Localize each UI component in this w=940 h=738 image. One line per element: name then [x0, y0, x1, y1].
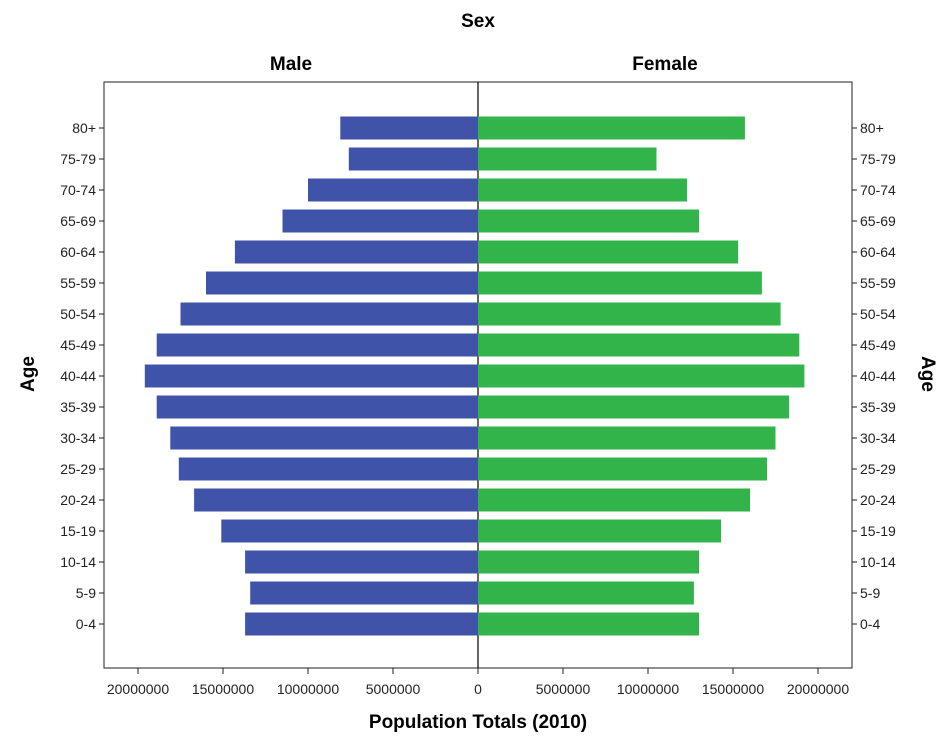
bar-female-60-64 — [478, 240, 739, 264]
y-axis-title-right: Age — [917, 356, 938, 392]
y-tick-group: 0-4 0-4 5-9 5-9 10-14 10-14 15-19 15-19 20-24 20-… — [60, 120, 896, 632]
bar-male-60-64 — [234, 240, 478, 264]
x-tick-label: 5000000 — [536, 681, 591, 697]
bar-female-40-44 — [478, 364, 805, 388]
bar-male-20-24 — [194, 488, 478, 512]
y-axis-title-left: Age — [18, 356, 39, 392]
bar-male-40-44 — [144, 364, 479, 388]
y-tick-label-right: 35-39 — [860, 399, 896, 415]
bar-male-80+ — [340, 116, 478, 140]
x-tick-group: 20000000 15000000 10000000 5000000 0 5000000 1… — [107, 668, 850, 697]
y-tick-label-left: 35-39 — [60, 399, 96, 415]
y-tick-label-right: 0-4 — [860, 616, 880, 632]
panel-label-female: Female — [632, 54, 697, 75]
y-tick-label-left: 25-29 — [60, 461, 96, 477]
bar-female-80+ — [478, 116, 745, 140]
bar-female-0-4 — [478, 612, 699, 636]
y-tick-label-right: 50-54 — [860, 306, 896, 322]
bar-male-30-34 — [170, 426, 479, 450]
y-tick-label-left: 15-19 — [60, 523, 96, 539]
bar-male-25-29 — [178, 457, 479, 481]
y-tick-label-right: 60-64 — [860, 244, 896, 260]
x-tick-label: 20000000 — [107, 681, 170, 697]
y-tick-label-left: 45-49 — [60, 337, 96, 353]
bar-male-65-69 — [282, 209, 478, 233]
bar-male-10-14 — [245, 550, 478, 574]
y-tick-label-left: 80+ — [72, 120, 96, 136]
y-tick-label-right: 55-59 — [860, 275, 896, 291]
bar-female-35-39 — [478, 395, 790, 419]
y-tick-label-right: 5-9 — [860, 585, 880, 601]
x-tick-label: 10000000 — [277, 681, 340, 697]
x-tick-label: 0 — [474, 681, 482, 697]
y-tick-label-right: 20-24 — [860, 492, 896, 508]
bar-male-5-9 — [250, 581, 478, 605]
y-tick-label-left: 20-24 — [60, 492, 96, 508]
y-tick-label-left: 50-54 — [60, 306, 96, 322]
y-tick-label-left: 40-44 — [60, 368, 96, 384]
bar-female-75-79 — [478, 147, 657, 171]
y-tick-label-right: 65-69 — [860, 213, 896, 229]
bar-male-45-49 — [156, 333, 478, 357]
bar-female-65-69 — [478, 209, 699, 233]
bar-female-25-29 — [478, 457, 767, 481]
y-tick-label-right: 10-14 — [860, 554, 896, 570]
chart-title: Sex — [461, 11, 495, 32]
y-tick-label-right: 30-34 — [860, 430, 896, 446]
y-tick-label-left: 65-69 — [60, 213, 96, 229]
y-tick-label-left: 30-34 — [60, 430, 96, 446]
bar-female-45-49 — [478, 333, 800, 357]
bar-male-70-74 — [308, 178, 478, 202]
y-tick-label-left: 5-9 — [76, 585, 96, 601]
y-tick-label-right: 45-49 — [860, 337, 896, 353]
y-tick-label-left: 0-4 — [76, 616, 96, 632]
y-tick-label-left: 55-59 — [60, 275, 96, 291]
bar-female-55-59 — [478, 271, 762, 295]
x-tick-label: 15000000 — [192, 681, 255, 697]
y-tick-label-right: 25-29 — [860, 461, 896, 477]
bar-male-0-4 — [245, 612, 478, 636]
bar-male-75-79 — [348, 147, 478, 171]
y-tick-label-left: 60-64 — [60, 244, 96, 260]
bar-male-15-19 — [221, 519, 479, 543]
x-tick-label: 15000000 — [702, 681, 765, 697]
x-tick-label: 5000000 — [366, 681, 421, 697]
bars-group — [144, 116, 805, 636]
bar-male-55-59 — [206, 271, 478, 295]
bar-female-5-9 — [478, 581, 694, 605]
bar-female-15-19 — [478, 519, 722, 543]
y-tick-label-right: 15-19 — [860, 523, 896, 539]
bar-female-30-34 — [478, 426, 776, 450]
x-tick-label: 10000000 — [617, 681, 680, 697]
panel-label-male: Male — [270, 54, 312, 75]
bar-male-50-54 — [180, 302, 478, 326]
bar-female-20-24 — [478, 488, 750, 512]
bar-female-70-74 — [478, 178, 688, 202]
y-tick-label-right: 75-79 — [860, 151, 896, 167]
y-tick-label-right: 80+ — [860, 120, 884, 136]
bar-female-50-54 — [478, 302, 781, 326]
y-tick-label-left: 75-79 — [60, 151, 96, 167]
x-tick-label: 20000000 — [787, 681, 850, 697]
y-tick-label-right: 70-74 — [860, 182, 896, 198]
y-tick-label-right: 40-44 — [860, 368, 896, 384]
y-tick-label-left: 10-14 — [60, 554, 96, 570]
y-tick-label-left: 70-74 — [60, 182, 96, 198]
bar-female-10-14 — [478, 550, 699, 574]
bar-male-35-39 — [156, 395, 478, 419]
x-axis-title: Population Totals (2010) — [369, 712, 587, 733]
